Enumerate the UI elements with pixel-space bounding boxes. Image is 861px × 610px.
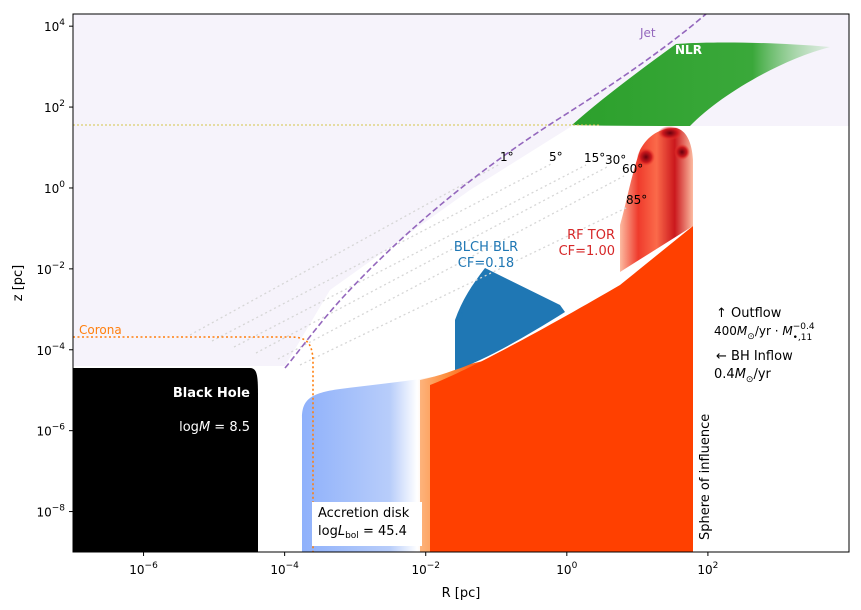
angle-guide-line	[233, 164, 587, 348]
blr-shape	[455, 268, 565, 370]
blr-cf-label: CF=0.18	[458, 256, 514, 271]
angle-label: 85°	[626, 193, 647, 207]
angle-guide-line	[255, 166, 608, 354]
y-tick-label: 10−4	[36, 342, 65, 358]
angle-label: 15°	[584, 151, 605, 165]
x-tick-label: 10−2	[411, 561, 440, 577]
y-axis-ticks: 104 102 100 10−2 10−4 10−6 10−8	[36, 18, 73, 520]
angle-guide-line	[299, 206, 629, 366]
torus-wedge	[430, 226, 693, 552]
blr-label: BLCH BLR	[454, 240, 518, 255]
y-tick-label: 10−2	[36, 261, 65, 277]
viewing-angle-lines	[189, 163, 629, 366]
x-tick-label: 10−4	[270, 561, 299, 577]
corona-boundary-line	[73, 336, 314, 552]
y-tick-label: 100	[44, 180, 65, 196]
y-tick-label: 104	[44, 18, 65, 34]
angle-label: 60°	[622, 162, 643, 176]
angle-label: 1°	[500, 150, 514, 164]
disk-label-box	[312, 502, 422, 546]
black-hole-label: Black Hole	[173, 386, 250, 401]
outflow-label: ↑ Outflow	[716, 306, 782, 321]
sphere-of-influence-label: Sphere of influence	[698, 414, 713, 540]
angle-guide-line	[277, 175, 625, 360]
blr-boundary-line	[460, 269, 486, 319]
inflow-rate: 0.4M⊙/yr	[714, 367, 772, 385]
outflow-rate: 400M⊙/yr · M−0.4 •,11	[714, 322, 815, 343]
torus-cf-label: CF=1.00	[559, 244, 615, 259]
inflow-label: ← BH Inflow	[716, 349, 793, 364]
x-tick-label: 10−6	[129, 561, 158, 577]
disk-luminosity: logLbol = 45.4	[318, 524, 407, 541]
disk-label: Accretion disk	[318, 506, 410, 521]
x-tick-label: 100	[556, 561, 577, 577]
rf-torus-clouds	[620, 128, 693, 272]
axes-frame	[72, 13, 850, 553]
jet-label: Jet	[639, 26, 656, 40]
torus-label: RF TOR	[567, 228, 615, 243]
jet-boundary-line	[284, 14, 707, 369]
x-tick-label: 102	[697, 561, 718, 577]
nlr-label: NLR	[675, 43, 702, 57]
black-hole-shape	[73, 368, 258, 552]
x-axis-ticks: 10−6 10−4 10−2 100 102	[129, 552, 718, 577]
x-axis-label: R [pc]	[442, 586, 481, 601]
plot-area	[73, 14, 849, 552]
torus-hotspot	[674, 144, 690, 160]
y-tick-label: 10−6	[36, 423, 65, 439]
angle-label: 30°	[605, 153, 626, 167]
y-tick-label: 10−8	[36, 504, 65, 520]
y-tick-label: 102	[44, 99, 65, 115]
angle-guide-line	[189, 163, 501, 336]
angle-label: 5°	[549, 150, 563, 164]
corona-label: Corona	[79, 323, 122, 337]
bh-mass-label: logM = 8.5	[179, 420, 250, 435]
torus-hotspot	[637, 148, 655, 166]
angle-guide-line	[211, 163, 552, 342]
torus-hotspot	[658, 126, 682, 140]
y-axis-label: z [pc]	[11, 265, 26, 302]
nlr-shape	[572, 42, 830, 126]
